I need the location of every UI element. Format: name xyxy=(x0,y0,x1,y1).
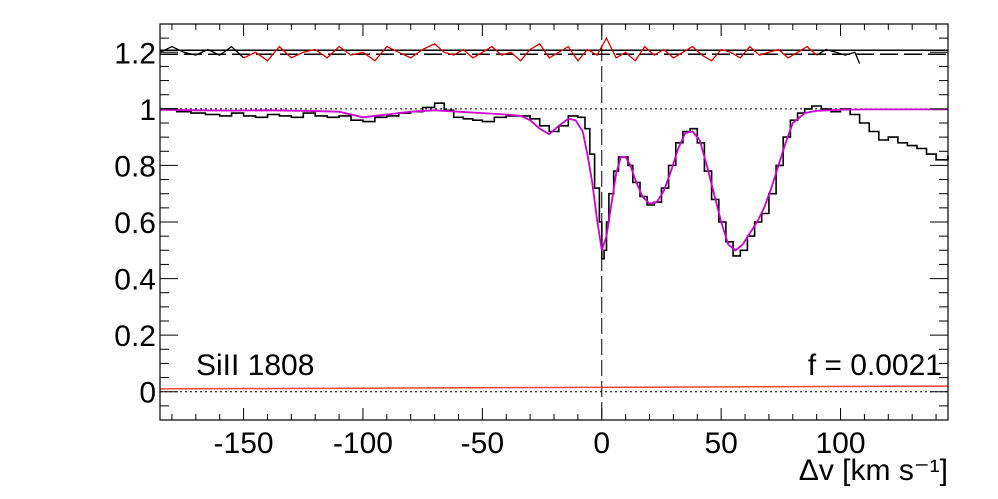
f-value-label: f = 0.0021 xyxy=(808,349,942,382)
x-tick-label: -50 xyxy=(461,427,504,460)
y-tick-label: 1.2 xyxy=(114,37,156,70)
y-tick-label: 0.4 xyxy=(114,264,156,297)
model-series xyxy=(159,108,948,252)
x-tick-label: 50 xyxy=(704,427,737,460)
y-tick-label: 0 xyxy=(139,377,156,410)
x-tick-label: 100 xyxy=(816,427,866,460)
y-tick-label: 0.8 xyxy=(114,150,156,183)
y-tick-label: 0.6 xyxy=(114,207,156,240)
residual-series-outside xyxy=(159,45,861,64)
error-series xyxy=(159,385,949,390)
x-axis: -150 -100 -50 0 50 100 xyxy=(171,24,937,460)
x-axis-label: Δv [km s⁻¹] xyxy=(799,454,948,487)
x-tick-label: 0 xyxy=(593,427,610,460)
y-tick-label: 0.2 xyxy=(114,320,156,353)
x-tick-label: -100 xyxy=(333,427,393,460)
line-label: SiII 1808 xyxy=(196,349,314,382)
y-tick-label: 1 xyxy=(139,94,156,127)
flux-series xyxy=(160,102,949,260)
x-tick-label: -150 xyxy=(214,427,274,460)
series-layer xyxy=(159,36,949,390)
y-axis: 0 0.2 0.4 0.6 0.8 1 1.2 xyxy=(114,23,948,421)
residual-series-fit xyxy=(243,36,818,62)
